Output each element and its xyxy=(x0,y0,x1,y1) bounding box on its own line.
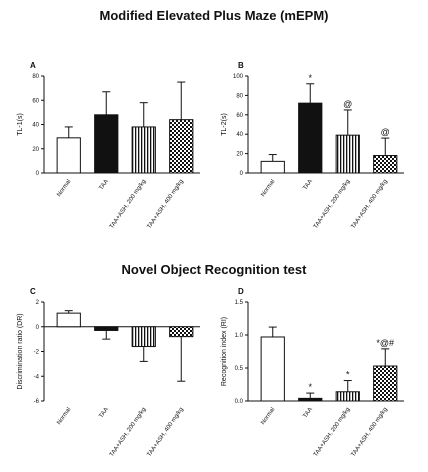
nor-section-title: Novel Object Recognition test xyxy=(121,262,307,277)
panel-c-bar-taa-ash-200-mg-kg xyxy=(131,326,156,348)
panel-b-y-tick-label: 80 xyxy=(236,93,243,99)
chart-panel-d: D Recognition index (RI) 0.0 0.5 1.0 1.5 Norma… xyxy=(221,287,404,458)
panel-b-y-tick-label: 100 xyxy=(233,74,244,80)
panel-c-y-tick-label: -4 xyxy=(34,374,40,380)
panel-d-y-tick-label: 1.0 xyxy=(235,333,244,339)
panel-a-x-tick-label: TAA+ASH, 400 mg/kg xyxy=(146,179,184,230)
panel-d-x-tick-label: Normal xyxy=(260,407,276,426)
panel-c-y-tick-label: -2 xyxy=(34,350,40,356)
panel-a-bar-taa-ash-400-mg-kg xyxy=(169,119,194,174)
panel-d-bar-taa-ash-400-mg-kg-annotation: *@# xyxy=(376,338,394,348)
panel-c-x-tick-label: TAA+ASH, 400 mg/kg xyxy=(146,407,184,458)
panel-b-letter: B xyxy=(238,61,244,70)
panel-b-x-tick-label: TAA xyxy=(303,179,314,192)
panel-a-bar-taa-ash-200-mg-kg xyxy=(131,126,156,174)
panel-c-bar-taa xyxy=(94,326,119,331)
panel-d-bar-taa xyxy=(298,397,323,402)
panel-c-letter: C xyxy=(30,287,36,296)
panel-a-bar-taa xyxy=(94,114,119,174)
panel-b-bar-taa-annotation: * xyxy=(308,73,312,83)
panel-c-bar-normal xyxy=(56,312,81,328)
panel-b-bar-taa-ash-400-mg-kg-annotation: @ xyxy=(381,127,390,137)
panel-a-x-tick-label: TAA+ASH, 200 mg/kg xyxy=(109,179,147,230)
panel-b-x-tick-label: TAA+ASH, 200 mg/kg xyxy=(313,179,351,230)
panel-d-x-tick-label: TAA+ASH, 200 mg/kg xyxy=(313,407,351,458)
mepm-section-title: Modified Elevated Plus Maze (mEPM) xyxy=(99,8,329,23)
panel-b-bar-taa-ash-200-mg-kg xyxy=(335,134,360,174)
panel-c-x-tick-label: TAA+ASH, 200 mg/kg xyxy=(109,407,147,458)
panel-c-y-tick-label: 0 xyxy=(36,325,40,331)
panel-c-x-tick-label: TAA xyxy=(99,407,110,420)
panel-b-y-axis-label: TL-2(s) xyxy=(221,113,228,136)
panel-c-y-axis-label: Discrimination ratio (DR) xyxy=(17,313,24,389)
panel-a-y-tick-label: 20 xyxy=(32,147,39,153)
panel-d-y-tick-label: 0.5 xyxy=(235,366,244,372)
chart-panel-b: B TL-2(s) 0 20 40 60 80 100 Normal * TAA @ TAA+ASH, … xyxy=(221,61,404,230)
panel-d-bar-taa-annotation: * xyxy=(308,382,312,392)
panel-c-bar-taa-ash-400-mg-kg xyxy=(169,326,194,338)
panel-a-letter: A xyxy=(30,61,36,70)
chart-panel-c: C Discrimination ratio (DR) -6 -4 -2 0 2 Normal… xyxy=(17,287,200,458)
panel-a-y-axis-label: TL-1(s) xyxy=(17,113,24,136)
panel-d-y-tick-label: 0.0 xyxy=(235,399,244,405)
panel-d-bar-taa-ash-400-mg-kg xyxy=(373,365,398,402)
panel-a-bar-normal xyxy=(56,137,81,174)
panel-b-y-tick-label: 40 xyxy=(236,132,243,138)
panel-b-bar-taa xyxy=(298,102,323,174)
panel-b-bar-taa-ash-200-mg-kg-annotation: @ xyxy=(343,99,352,109)
panel-b-y-tick-label: 0 xyxy=(240,171,244,177)
panel-b-x-tick-label: TAA+ASH, 400 mg/kg xyxy=(350,179,388,230)
panel-d-x-tick-label: TAA xyxy=(303,407,314,420)
panel-a-y-tick-label: 40 xyxy=(32,123,39,129)
panel-d-bar-taa-ash-200-mg-kg xyxy=(335,391,360,402)
panel-c-x-tick-label: Normal xyxy=(56,407,72,426)
panel-b-x-tick-label: Normal xyxy=(260,179,276,198)
panel-a-x-tick-label: TAA xyxy=(99,179,110,192)
panel-d-bar-taa-ash-200-mg-kg-annotation: * xyxy=(346,370,350,380)
panel-b-y-tick-label: 20 xyxy=(236,152,243,158)
panel-d-letter: D xyxy=(238,287,244,296)
panel-d-x-tick-label: TAA+ASH, 400 mg/kg xyxy=(350,407,388,458)
panel-a-y-tick-label: 80 xyxy=(32,74,39,80)
panel-a-x-tick-label: Normal xyxy=(56,179,72,198)
panel-d-bar-normal xyxy=(260,336,285,402)
panel-d-y-axis-label: Recognition index (RI) xyxy=(221,317,228,386)
panel-a-y-tick-label: 60 xyxy=(32,98,39,104)
panel-d-y-tick-label: 1.5 xyxy=(235,300,244,306)
panel-a-y-tick-label: 0 xyxy=(36,171,40,177)
panel-b-bar-normal xyxy=(260,160,285,174)
panel-c-y-tick-label: -6 xyxy=(34,399,40,405)
panel-c-y-tick-label: 2 xyxy=(36,300,40,306)
panel-b-y-tick-label: 60 xyxy=(236,113,243,119)
chart-panel-a: A TL-1(s) 0 20 40 60 80 Normal TAA TAA+ASH, 200 m… xyxy=(17,61,200,230)
panel-b-bar-taa-ash-400-mg-kg xyxy=(373,155,398,174)
